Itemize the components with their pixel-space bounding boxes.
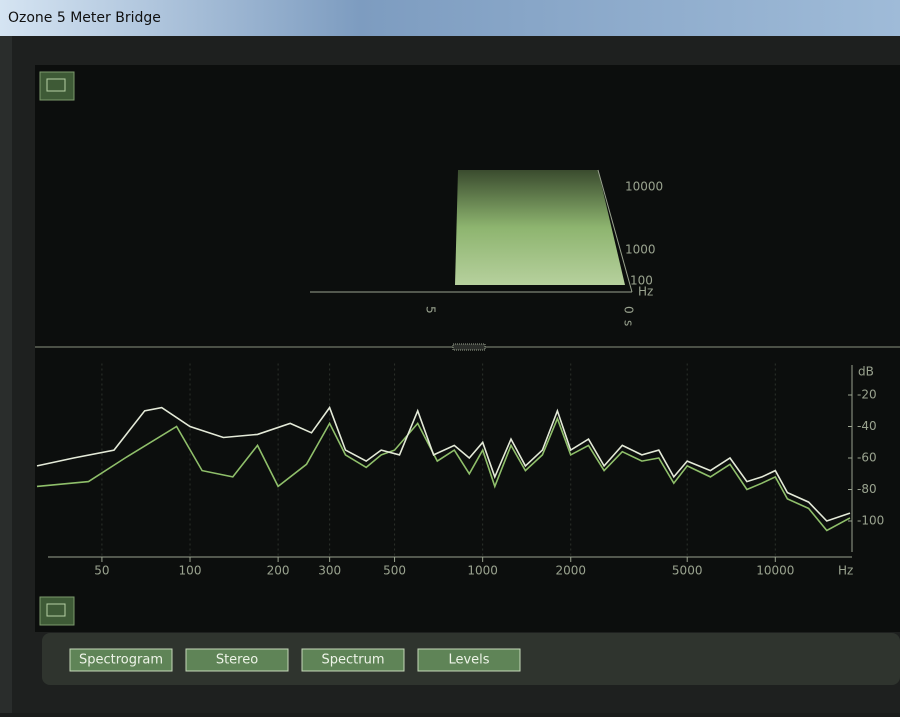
y-tick-label: -20 <box>857 388 877 402</box>
view-icon[interactable] <box>40 597 74 625</box>
window-title: Ozone 5 Meter Bridge <box>8 10 161 26</box>
spectrogram-time-label: 5 <box>424 306 438 314</box>
app-window: Ozone 5 Meter Bridge 10000 1000 100 Hz 5… <box>0 0 900 713</box>
x-tick-label: 50 <box>94 564 109 578</box>
view-icon[interactable] <box>40 72 74 100</box>
y-tick-label: -40 <box>857 419 877 433</box>
x-unit: Hz <box>838 564 853 578</box>
spectrogram-freq-label: 10000 <box>625 180 663 194</box>
y-tick-label: -100 <box>857 514 884 528</box>
spectrogram-freq-unit: Hz <box>638 285 653 299</box>
tab-label[interactable]: Spectrum <box>322 653 385 668</box>
x-tick-label: 500 <box>383 564 406 578</box>
spectrogram-freq-label: 1000 <box>625 243 656 257</box>
spectrogram-time-unit: s <box>622 320 636 326</box>
y-tick-label: -80 <box>857 482 877 496</box>
x-tick-label: 5000 <box>672 564 703 578</box>
x-tick-label: 200 <box>267 564 290 578</box>
tab-label[interactable]: Spectrogram <box>79 653 163 668</box>
splitter-handle[interactable] <box>453 344 485 350</box>
y-tick-label: -60 <box>857 451 877 465</box>
x-tick-label: 10000 <box>756 564 794 578</box>
spectrogram-time-label: 0 <box>622 306 636 314</box>
x-tick-label: 2000 <box>555 564 586 578</box>
left-border <box>0 36 12 713</box>
x-tick-label: 300 <box>318 564 341 578</box>
spectrogram-surface <box>455 170 625 285</box>
x-tick-label: 100 <box>179 564 202 578</box>
tab-label[interactable]: Stereo <box>216 653 258 668</box>
x-tick-label: 1000 <box>467 564 498 578</box>
y-unit: dB <box>858 365 874 379</box>
tab-label[interactable]: Levels <box>448 653 489 668</box>
